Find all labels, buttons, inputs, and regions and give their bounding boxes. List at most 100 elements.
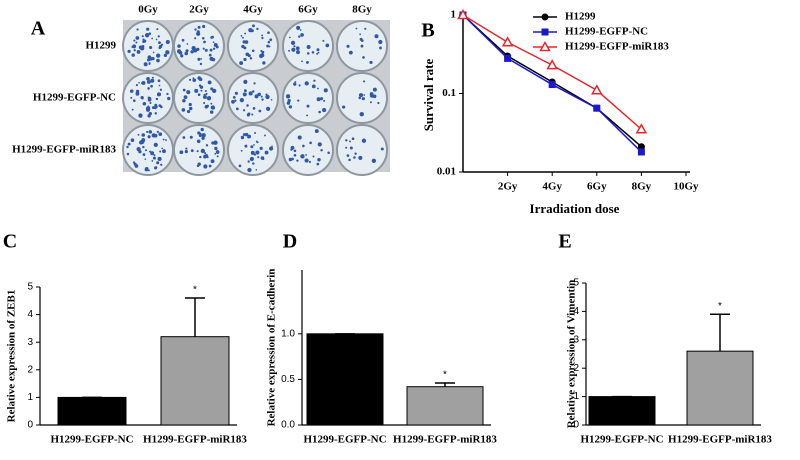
- panel-label: D: [283, 231, 297, 253]
- x-tick-label: H1299-EGFP-NC: [580, 434, 663, 446]
- legend-label: H1299: [565, 11, 596, 23]
- colony: [194, 28, 197, 31]
- colony: [156, 28, 159, 31]
- colony: [247, 167, 252, 173]
- colony: [309, 141, 312, 145]
- row-label: H1299-EGFP-NC: [33, 92, 116, 104]
- y-tick-label: 3: [27, 337, 33, 348]
- colony: [194, 88, 199, 93]
- colony: [252, 107, 256, 110]
- point: [591, 84, 603, 95]
- colony: [216, 151, 220, 155]
- colony: [371, 158, 377, 163]
- colony: [182, 99, 186, 103]
- colony: [158, 84, 161, 87]
- colony: [267, 40, 271, 44]
- legend-label: H1299-EGFP-NC: [565, 26, 648, 38]
- colony: [322, 39, 325, 42]
- colony: [286, 95, 288, 98]
- y-tick-label: 0.0: [281, 420, 295, 431]
- column-label: 6Gy: [298, 4, 318, 16]
- colony: [185, 49, 189, 53]
- colony: [142, 101, 147, 106]
- colony: [197, 57, 201, 61]
- colony: [137, 133, 140, 136]
- colony: [288, 105, 293, 109]
- colony: [190, 149, 194, 153]
- colony: [316, 52, 319, 55]
- y-tick-label: 5: [573, 278, 579, 289]
- colony: [266, 44, 270, 48]
- colony: [201, 133, 206, 138]
- error-bar: [185, 297, 205, 337]
- colony: [325, 43, 330, 48]
- x-tick-label: H1299-EGFP-NC: [50, 434, 133, 446]
- colony: [192, 77, 195, 79]
- colony: [148, 111, 152, 116]
- y-tick-label: 1: [451, 9, 457, 21]
- colony: [211, 35, 214, 39]
- colony: [363, 94, 366, 96]
- colony: [269, 146, 274, 151]
- colony: [182, 88, 186, 92]
- colony: [188, 102, 192, 107]
- colony: [141, 35, 144, 38]
- colony: [126, 152, 130, 156]
- panel-label: A: [31, 18, 46, 40]
- colony: [294, 81, 297, 83]
- dish: [227, 124, 279, 176]
- colony: [242, 109, 246, 112]
- point: [548, 81, 556, 89]
- x-tick-label: 4Gy: [542, 181, 562, 193]
- colony: [214, 43, 218, 46]
- colony: [162, 138, 165, 141]
- colony: [293, 45, 296, 48]
- colony: [197, 25, 201, 29]
- colony: [247, 112, 251, 116]
- colony: [269, 38, 273, 42]
- x-tick-label: H1299-EGFP-miR183: [393, 434, 497, 446]
- colony: [165, 139, 167, 141]
- colony: [201, 136, 205, 140]
- colony: [323, 88, 328, 93]
- colony: [301, 60, 303, 63]
- colony: [144, 33, 150, 38]
- dish: [336, 124, 388, 176]
- colony: [151, 106, 155, 110]
- colony: [369, 60, 373, 65]
- colony: [349, 140, 351, 143]
- colony: [136, 147, 141, 152]
- colony: [252, 90, 255, 93]
- y-tick-label: 1.0: [281, 328, 295, 339]
- colony: [250, 29, 254, 33]
- colony: [354, 152, 357, 155]
- colony: [199, 62, 203, 66]
- colony: [319, 97, 324, 101]
- colony: [297, 99, 300, 102]
- colony: [199, 132, 202, 135]
- colony: [265, 94, 270, 100]
- colony: [204, 90, 207, 93]
- point: [635, 123, 648, 134]
- colony: [197, 131, 201, 135]
- x-tick-label: 6Gy: [587, 181, 607, 193]
- colony: [156, 130, 160, 133]
- column-label: 0Gy: [138, 4, 158, 16]
- bar: [57, 396, 127, 426]
- colony: [155, 38, 158, 41]
- legend-marker: [541, 28, 549, 36]
- y-tick-label: 1: [27, 392, 33, 403]
- y-tick-label: 5: [27, 282, 33, 293]
- colony: [322, 108, 327, 113]
- x-axis-label: Irradiation dose: [530, 201, 620, 216]
- colony: [372, 87, 377, 92]
- colony: [183, 95, 188, 100]
- row-label: H1299-EGFP-miR183: [12, 144, 116, 156]
- colony: [204, 48, 208, 52]
- colony: [156, 92, 162, 97]
- colony: [363, 80, 366, 83]
- colony: [149, 130, 152, 133]
- colony: [253, 82, 256, 85]
- error-bar: [435, 382, 455, 387]
- colony: [161, 147, 164, 150]
